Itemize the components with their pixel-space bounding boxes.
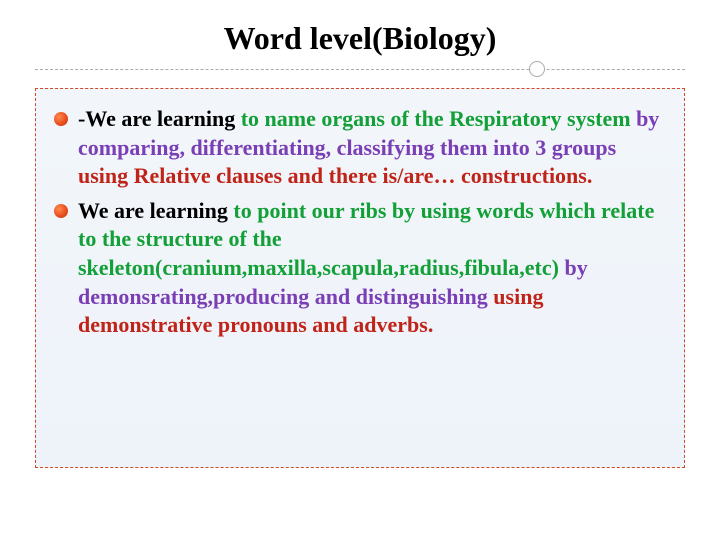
list-item: -We are learning to name organs of the R… — [54, 105, 666, 191]
divider-ornament — [529, 61, 545, 77]
content-box: -We are learning to name organs of the R… — [35, 88, 685, 468]
bullet-text: We are learning to point our ribs by usi… — [78, 197, 666, 340]
text-segment: to name organs of the Respiratory system — [241, 106, 636, 131]
list-item: We are learning to point our ribs by usi… — [54, 197, 666, 340]
text-segment: -We are learning — [78, 106, 241, 131]
bullet-icon — [54, 112, 68, 126]
slide-container: Word level(Biology) -We are learning to … — [0, 0, 720, 540]
title-divider — [35, 69, 685, 70]
bullet-icon — [54, 204, 68, 218]
text-segment: using Relative clauses and there is/are…… — [78, 163, 592, 188]
slide-title: Word level(Biology) — [35, 20, 685, 57]
text-segment: We are learning — [78, 198, 233, 223]
bullet-text: -We are learning to name organs of the R… — [78, 105, 666, 191]
